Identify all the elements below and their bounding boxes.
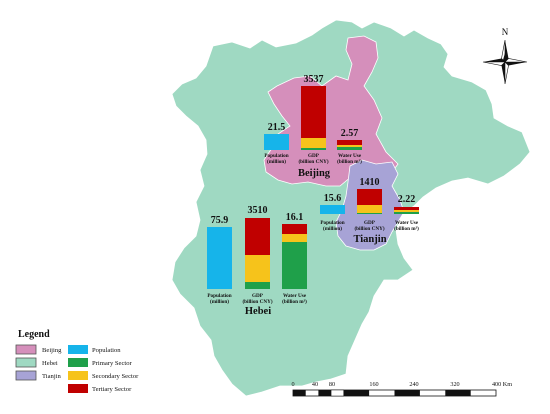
hebei-population-value: 75.9: [211, 215, 229, 226]
beijing-water-secondary-bar: [337, 145, 362, 147]
hebei-gdp-caption2: (billion CNY): [242, 298, 272, 305]
tianjin-water-secondary-bar: [394, 210, 419, 212]
hebei-water-tertiary-bar: [282, 224, 307, 234]
legend-tianjin-swatch: [15, 370, 37, 381]
hebei-water-value: 16.1: [286, 212, 304, 223]
scale-tick-320: 320: [450, 381, 459, 388]
legend-tertiary-label: Tertiary Sector: [92, 386, 132, 393]
compass-rose-icon: [482, 39, 528, 85]
tianjin-gdp-value: 1410: [360, 177, 380, 188]
hebei-population-bar: [207, 227, 232, 289]
tianjin-region-label: Tianjin: [353, 234, 386, 245]
tianjin-gdp-primary-bar: [357, 213, 382, 214]
legend-population-swatch: [68, 345, 88, 354]
scale-seg-3: [330, 389, 344, 397]
hebei-water-secondary-bar: [282, 234, 307, 242]
hebei-population-caption1: Population: [207, 293, 231, 299]
hebei-water-caption2: (billion m³): [282, 298, 307, 305]
hebei-water-primary-bar: [282, 242, 307, 289]
scale-seg-4: [343, 390, 370, 396]
compass-label: N: [502, 27, 509, 37]
tianjin-water-caption1: Water Use: [395, 220, 419, 226]
scale-tick-400: 400 Km: [492, 381, 512, 388]
tianjin-gdp-caption1: GDP: [364, 220, 376, 226]
scale-tick-240: 240: [409, 381, 418, 388]
legend-beijing-swatch: [15, 344, 37, 355]
scale-seg-5: [394, 390, 420, 396]
legend-hebei-label: Hebei: [42, 360, 58, 367]
beijing-water-caption1: Water Use: [338, 153, 362, 159]
tianjin-population-caption2: (million): [323, 225, 342, 232]
beijing-chart: 21.5 Population (million) 3537 GDP (bill…: [264, 74, 362, 179]
beijing-water-primary-bar: [337, 147, 362, 150]
scale-tick-0: 0: [291, 381, 294, 388]
beijing-gdp-primary-bar: [301, 148, 326, 150]
hebei-gdp-value: 3510: [248, 205, 268, 216]
beijing-gdp-caption2: (billion CNY): [298, 158, 328, 165]
scale-tick-160: 160: [369, 381, 378, 388]
beijing-population-value: 21.5: [268, 122, 286, 133]
tianjin-population-value: 15.6: [324, 193, 342, 204]
hebei-gdp-caption1: GDP: [252, 293, 264, 299]
tianjin-gdp-secondary-bar: [357, 205, 382, 213]
hebei-population-caption2: (million): [210, 298, 229, 305]
legend-secondary-swatch: [68, 371, 88, 380]
tianjin-population-caption1: Population: [320, 220, 344, 226]
tianjin-chart: 15.6 Population (million) 1410 GDP (bill…: [320, 177, 419, 245]
legend: Legend Beijing Hebei Tianjin Population …: [15, 329, 139, 393]
hebei-region-label: Hebei: [245, 306, 271, 317]
beijing-water-caption2: (billion m³): [337, 158, 362, 165]
tianjin-water-value: 2.22: [398, 194, 416, 205]
tianjin-water-tertiary-bar: [394, 207, 419, 210]
beijing-gdp-tertiary-bar: [301, 86, 326, 138]
tianjin-gdp-tertiary-bar: [357, 189, 382, 205]
legend-title: Legend: [18, 329, 50, 340]
legend-beijing-label: Beijing: [42, 347, 62, 354]
legend-secondary-label: Secondary Sector: [92, 373, 139, 380]
bohai-sea: [396, 172, 550, 294]
scale-bar: 0 40 80 160 240 320 400 Km: [291, 381, 512, 397]
beijing-population-caption2: (million): [267, 158, 286, 165]
hebei-gdp-tertiary-bar: [245, 218, 270, 255]
hebei-gdp-primary-bar: [245, 282, 270, 289]
tianjin-population-bar: [320, 205, 345, 214]
beijing-gdp-value: 3537: [304, 74, 324, 85]
hebei-water-caption1: Water Use: [283, 293, 307, 299]
legend-hebei-swatch: [15, 357, 37, 368]
legend-primary-label: Primary Sector: [92, 360, 133, 367]
hebei-chart: 75.9 Population (million) 3510 GDP (bill…: [207, 205, 307, 317]
beijing-region-label: Beijing: [298, 168, 331, 179]
legend-tertiary-swatch: [68, 384, 88, 393]
legend-primary-swatch: [68, 358, 88, 367]
scale-tick-40: 40: [312, 381, 318, 388]
scale-seg-1: [293, 390, 306, 396]
legend-tianjin-label: Tianjin: [42, 373, 62, 380]
beijing-gdp-secondary-bar: [301, 138, 326, 148]
tianjin-water-caption2: (billion m³): [394, 225, 419, 232]
scale-tick-80: 80: [329, 381, 335, 388]
beijing-water-value: 2.57: [341, 128, 359, 139]
tianjin-gdp-caption2: (billion CNY): [354, 225, 384, 232]
legend-population-label: Population: [92, 347, 121, 354]
hebei-gdp-secondary-bar: [245, 255, 270, 282]
beijing-population-bar: [264, 134, 289, 150]
tianjin-water-primary-bar: [394, 212, 419, 214]
beijing-population-caption1: Population: [264, 153, 288, 159]
scale-seg-6: [445, 390, 471, 396]
beijing-water-tertiary-bar: [337, 140, 362, 145]
beijing-gdp-caption1: GDP: [308, 153, 320, 159]
scale-seg-2: [318, 390, 332, 396]
